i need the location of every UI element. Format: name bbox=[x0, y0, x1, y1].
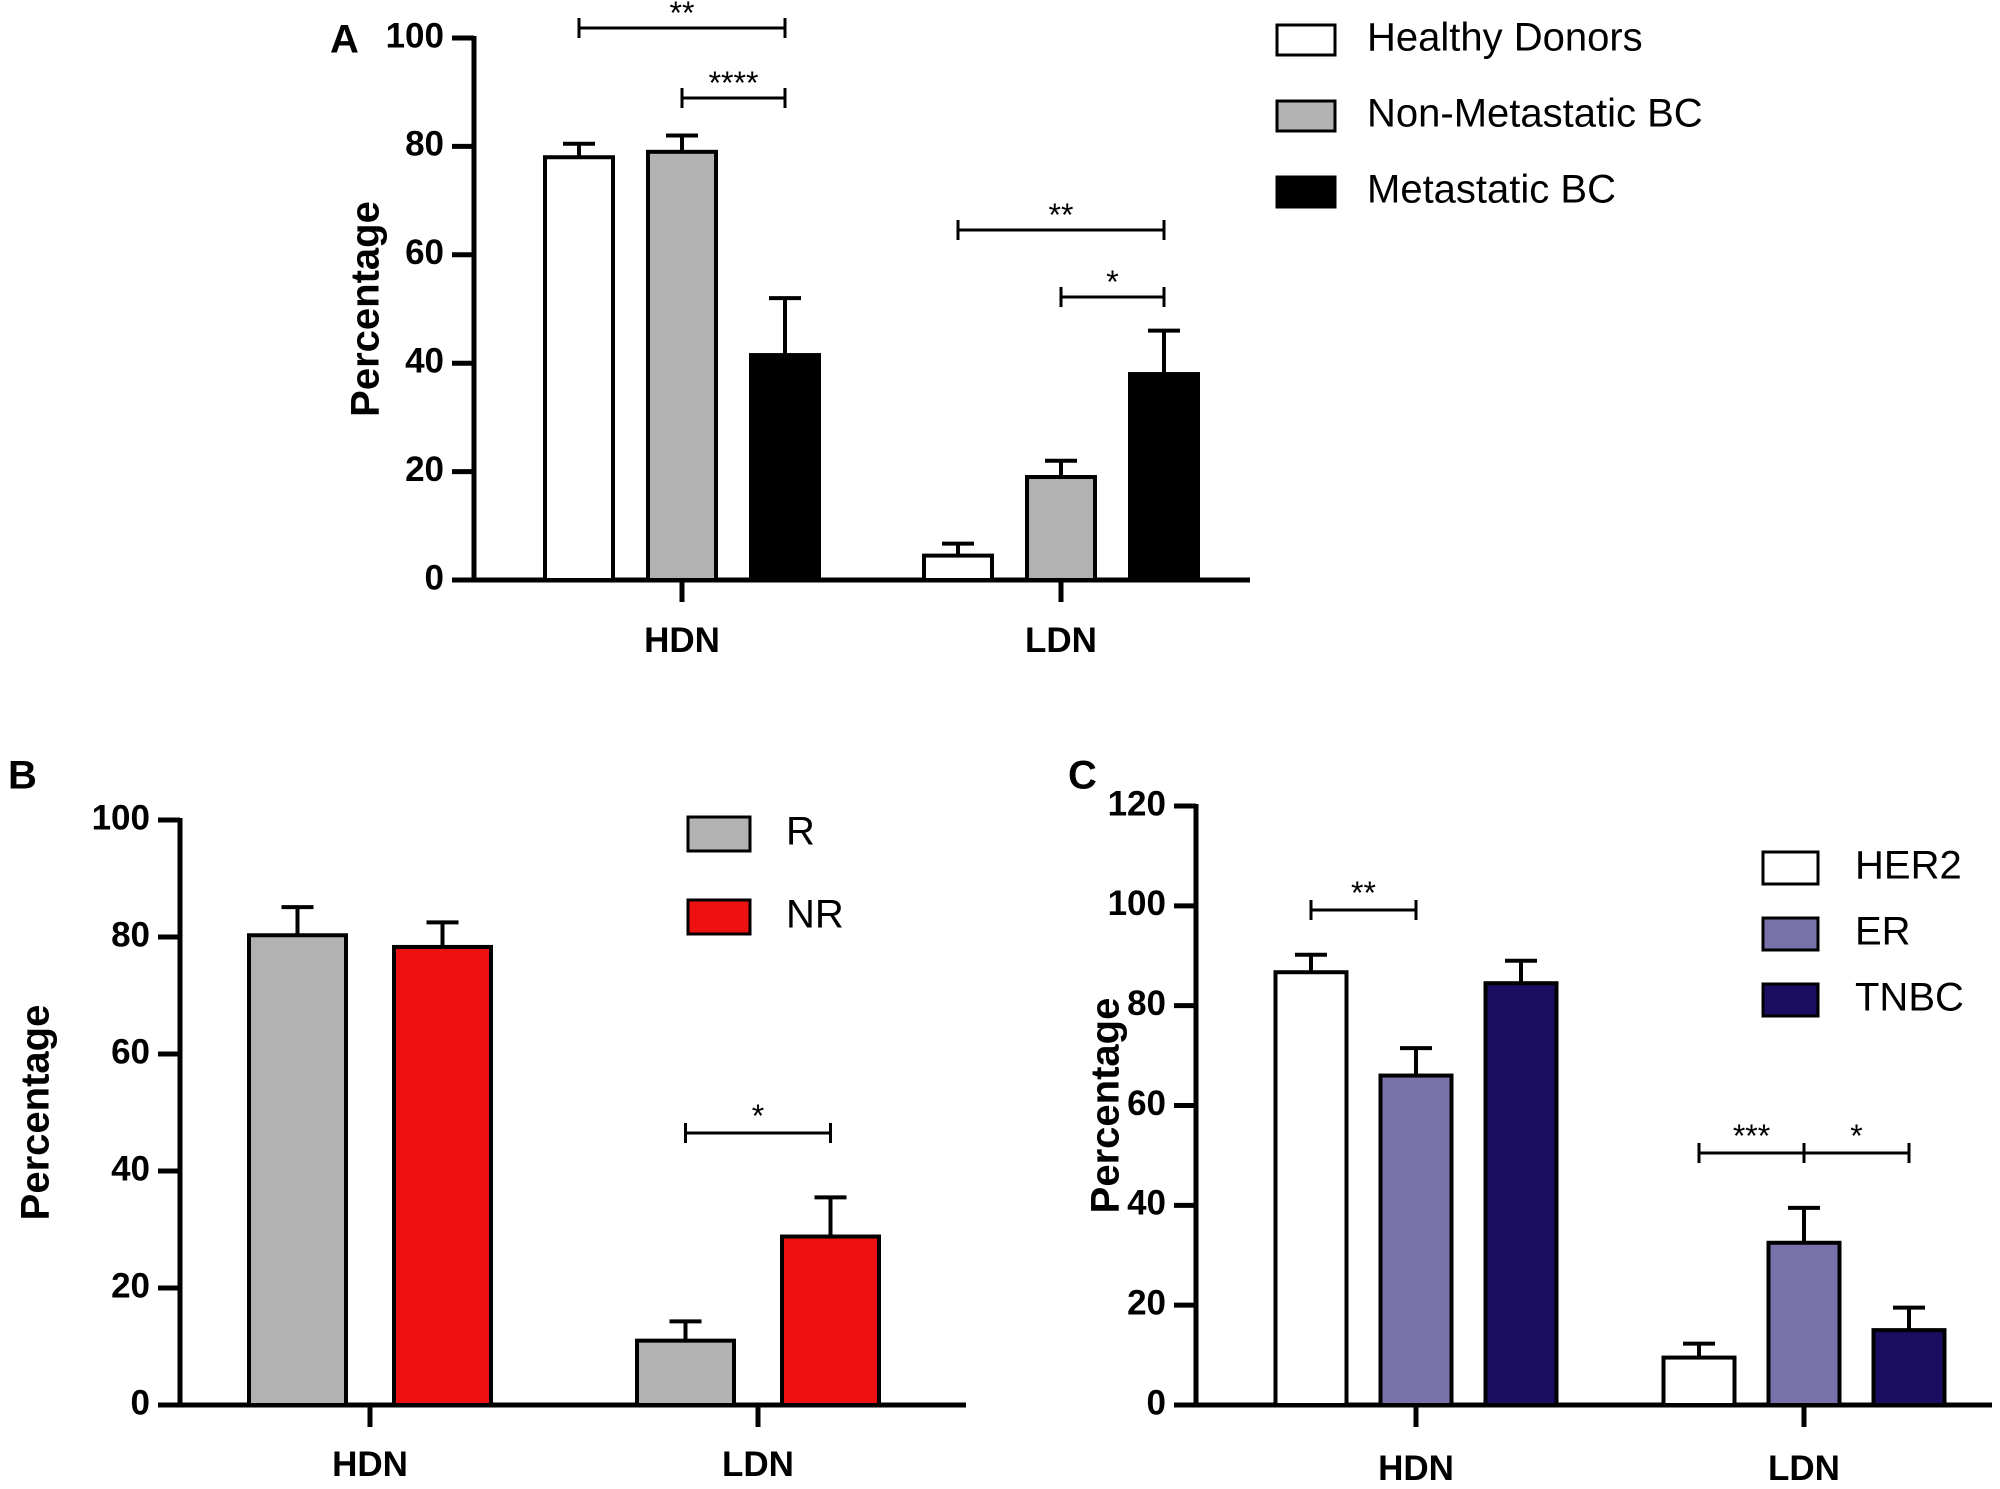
y-tick-label: 20 bbox=[1127, 1283, 1166, 1322]
legend-swatch bbox=[1761, 916, 1820, 952]
bar bbox=[392, 944, 493, 1407]
legend-swatch bbox=[1275, 23, 1337, 57]
chart-panel-a: A 0 20 40 60 80 100 Percentage HDN LDN Healthy Don… bbox=[330, 0, 1703, 660]
bar bbox=[1483, 981, 1559, 1407]
x-category-label: HDN bbox=[332, 1445, 408, 1484]
legend-label: ER bbox=[1855, 910, 1911, 954]
y-tick-label: 120 bbox=[1108, 784, 1166, 823]
y-tick-label: 80 bbox=[1127, 984, 1166, 1023]
y-tick-label: 80 bbox=[111, 915, 150, 954]
bar bbox=[646, 149, 718, 582]
significance-label: ** bbox=[1049, 197, 1074, 233]
panel-letter: A bbox=[330, 18, 359, 62]
chart-panel-c: C 0 20 40 60 80 100 120 Percentage HDN LDN HER2 ER TN… bbox=[1068, 754, 1992, 1488]
legend-label: HER2 bbox=[1855, 844, 1962, 888]
legend-label: NR bbox=[786, 893, 844, 937]
bar bbox=[247, 933, 348, 1407]
y-tick-label: 60 bbox=[1127, 1084, 1166, 1123]
significance-label: **** bbox=[709, 65, 759, 101]
panel-letter: B bbox=[8, 754, 37, 798]
y-tick-label: 20 bbox=[111, 1266, 150, 1305]
y-axis-title: Percentage bbox=[14, 1005, 58, 1221]
y-tick-label: 80 bbox=[405, 125, 444, 164]
bar bbox=[1128, 372, 1200, 583]
bar bbox=[1025, 475, 1097, 582]
legend-swatch bbox=[686, 815, 752, 853]
y-axis-title: Percentage bbox=[344, 201, 388, 417]
legend-label: Non-Metastatic BC bbox=[1367, 92, 1703, 136]
y-tick-label: 0 bbox=[425, 558, 444, 597]
significance-label: * bbox=[752, 1098, 764, 1134]
bar bbox=[635, 1338, 736, 1408]
y-tick-label: 40 bbox=[405, 341, 444, 380]
legend-swatch bbox=[1275, 99, 1337, 133]
bar bbox=[1378, 1073, 1454, 1408]
bar bbox=[749, 353, 821, 582]
bar bbox=[780, 1234, 881, 1408]
x-category-label: LDN bbox=[1025, 621, 1097, 660]
x-category-label: LDN bbox=[1768, 1449, 1840, 1488]
x-category-label: HDN bbox=[1378, 1449, 1454, 1488]
significance-label: ** bbox=[670, 0, 695, 31]
significance-label: * bbox=[1106, 264, 1118, 300]
significance-label: ** bbox=[1351, 875, 1376, 911]
bar bbox=[1766, 1240, 1842, 1408]
bar bbox=[543, 155, 615, 583]
bar bbox=[922, 553, 994, 582]
y-axis-title: Percentage bbox=[1084, 998, 1128, 1214]
y-tick-label: 60 bbox=[111, 1032, 150, 1071]
y-tick-label: 0 bbox=[1147, 1383, 1166, 1422]
bar bbox=[1273, 970, 1349, 1407]
legend-label: R bbox=[786, 810, 815, 854]
legend-swatch bbox=[686, 898, 752, 936]
legend-swatch bbox=[1761, 982, 1820, 1018]
chart-panel-b: B 0 20 40 60 80 100 Percentage HDN LDN R NR * bbox=[8, 754, 966, 1484]
legend-swatch bbox=[1761, 850, 1820, 886]
y-tick-label: 100 bbox=[92, 798, 150, 837]
bar bbox=[1661, 1355, 1737, 1408]
significance-label: *** bbox=[1733, 1118, 1770, 1154]
y-tick-label: 0 bbox=[131, 1383, 150, 1422]
bar bbox=[1871, 1328, 1947, 1407]
legend-label: Healthy Donors bbox=[1367, 16, 1643, 60]
y-tick-label: 60 bbox=[405, 233, 444, 272]
x-category-label: LDN bbox=[722, 1445, 794, 1484]
legend-label: Metastatic BC bbox=[1367, 168, 1616, 212]
panel-letter: C bbox=[1068, 754, 1097, 798]
y-tick-label: 40 bbox=[111, 1149, 150, 1188]
significance-label: * bbox=[1850, 1118, 1862, 1154]
y-tick-label: 100 bbox=[386, 16, 444, 55]
legend-label: TNBC bbox=[1855, 976, 1964, 1020]
y-tick-label: 20 bbox=[405, 450, 444, 489]
y-tick-label: 100 bbox=[1108, 884, 1166, 923]
x-category-label: HDN bbox=[644, 621, 720, 660]
legend-swatch bbox=[1275, 175, 1337, 209]
y-tick-label: 40 bbox=[1127, 1184, 1166, 1223]
